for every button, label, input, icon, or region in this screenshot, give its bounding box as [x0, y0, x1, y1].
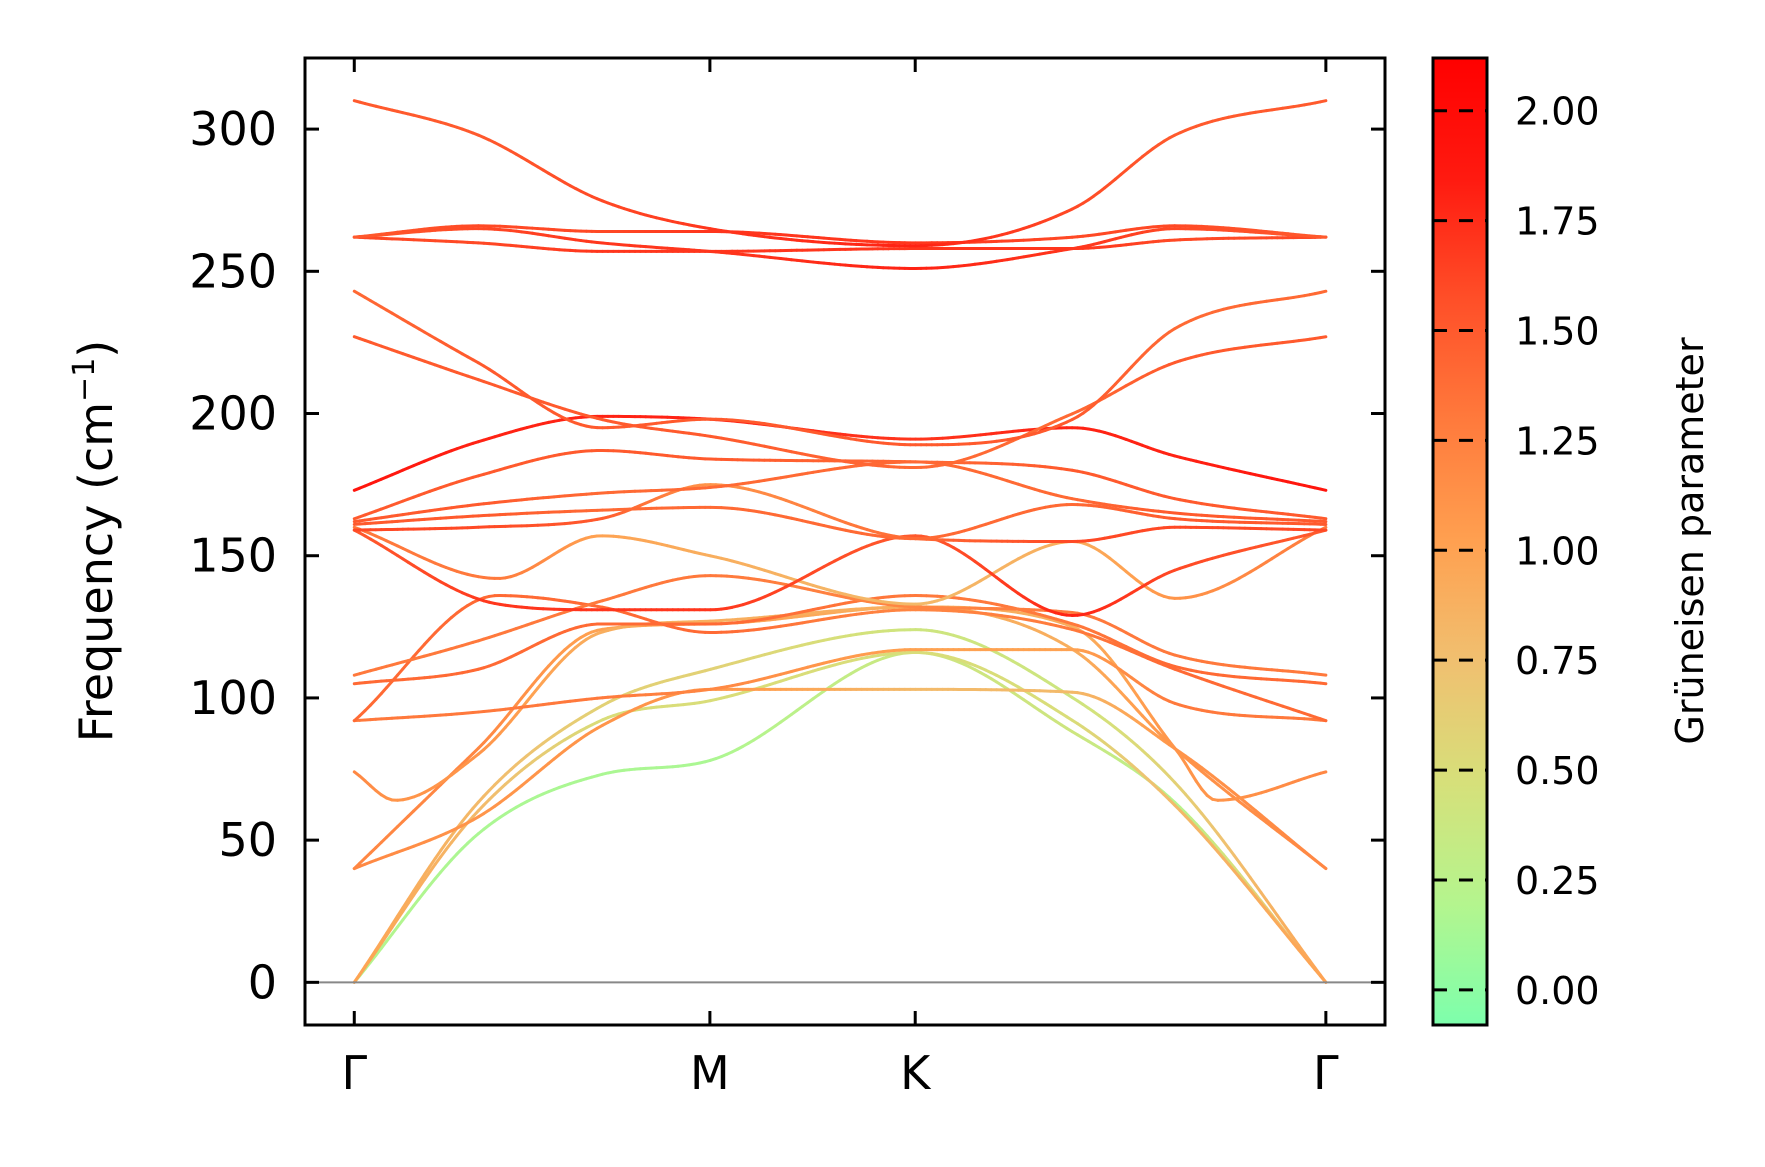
y-tick-label: 0 — [248, 955, 277, 1009]
band-band-11 — [354, 527, 1326, 604]
y-tick-label: 300 — [189, 102, 277, 156]
colorbar-tick-label: 0.75 — [1515, 639, 1600, 683]
colorbar-tick-label: 1.00 — [1515, 529, 1600, 573]
band-segment — [1186, 764, 1191, 773]
y-tick-label: 250 — [189, 244, 277, 298]
band-segment — [1320, 489, 1325, 490]
band-segment — [1320, 719, 1325, 721]
band-lines — [354, 101, 1326, 983]
y-axis-label-exponent: −1 — [67, 358, 102, 402]
band-band-5 — [354, 607, 1326, 869]
band-segment — [1191, 773, 1196, 782]
colorbar-tick-label: 0.00 — [1515, 969, 1600, 1013]
colorbar-tick-label: 1.25 — [1515, 419, 1600, 463]
band-segment — [1320, 772, 1325, 773]
colorbar-label: Grüneisen parameter — [1668, 337, 1712, 745]
x-tick-label: M — [690, 1046, 730, 1100]
x-tick-label: Γ — [1313, 1046, 1339, 1100]
y-tick-label: 50 — [218, 813, 277, 867]
x-tick-label: Γ — [341, 1046, 367, 1100]
band-band-19 — [354, 291, 1326, 445]
band-band-18 — [354, 337, 1326, 468]
plot-frame — [305, 58, 1385, 1025]
y-tick-label: 200 — [189, 387, 277, 441]
band-band-23 — [354, 101, 1326, 246]
band-band-17 — [354, 416, 1326, 490]
band-segment — [1320, 337, 1325, 338]
band-segment — [1320, 291, 1325, 292]
colorbar-tick-label: 2.00 — [1515, 90, 1600, 134]
y-tick-label: 150 — [189, 529, 277, 583]
band-segment — [1320, 683, 1325, 684]
y-tick-label: 100 — [189, 671, 277, 725]
colorbar-tick-label: 0.50 — [1515, 749, 1600, 793]
x-tick-label: K — [900, 1046, 932, 1100]
band-segment — [1320, 518, 1325, 519]
colorbar-tick-label: 1.50 — [1515, 310, 1600, 354]
band-segment — [1320, 864, 1325, 868]
y-axis-label-main: Frequency (cm — [69, 402, 123, 742]
band-band-1 — [354, 652, 1326, 982]
y-axis-label-close: ) — [69, 340, 123, 358]
band-band-12 — [354, 530, 1326, 615]
band-segment — [1320, 101, 1325, 102]
colorbar-tick-label: 1.75 — [1515, 200, 1600, 244]
colorbar-tick-label: 0.25 — [1515, 859, 1600, 903]
y-axis-label: Frequency (cm−1) — [67, 340, 123, 743]
band-segment — [1320, 674, 1325, 675]
